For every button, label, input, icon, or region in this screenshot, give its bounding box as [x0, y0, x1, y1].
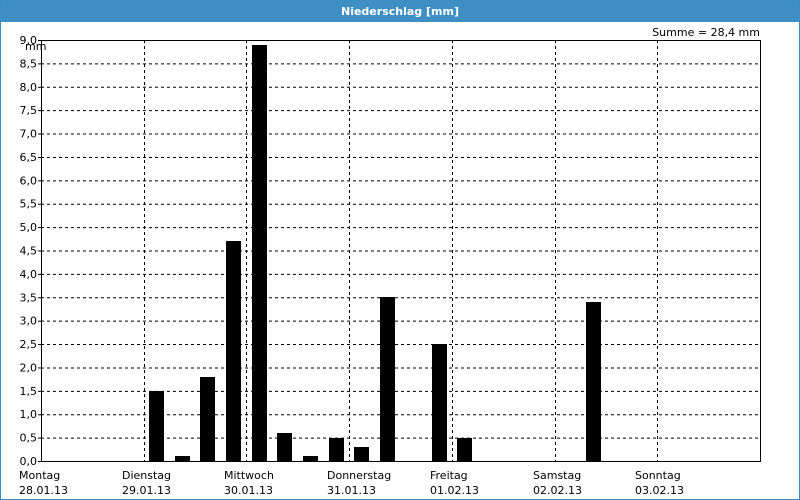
y-tick-label: 9,0	[20, 34, 38, 47]
x-day-label: Donnerstag	[327, 469, 391, 482]
bar	[380, 297, 395, 461]
y-tick-label: 6,0	[20, 174, 38, 187]
y-tick-label: 2,0	[20, 361, 38, 374]
bar	[329, 438, 344, 461]
x-date-label: 02.02.13	[533, 484, 582, 497]
bar	[175, 456, 190, 461]
y-tick-label: 7,5	[20, 104, 38, 117]
bar	[354, 447, 369, 461]
y-tick-label: 1,5	[20, 385, 38, 398]
bar	[277, 433, 292, 461]
y-tick-label: 2,5	[20, 338, 38, 351]
x-day-label: Mittwoch	[224, 469, 274, 482]
bar	[586, 302, 601, 461]
x-date-label: 29.01.13	[122, 484, 171, 497]
window-title: Niederschlag [mm]	[1, 1, 799, 22]
x-day-label: Montag	[19, 469, 60, 482]
y-tick-label: 5,5	[20, 198, 38, 211]
y-tick-label: 5,0	[20, 221, 38, 234]
bar	[303, 456, 318, 461]
y-tick-label: 1,0	[20, 408, 38, 421]
x-date-label: 01.02.13	[430, 484, 479, 497]
x-day-label: Freitag	[430, 469, 468, 482]
y-tick-label: 0,0	[20, 455, 38, 468]
y-tick-label: 4,0	[20, 268, 38, 281]
bar	[149, 391, 164, 461]
bar	[457, 438, 472, 461]
y-tick-label: 3,0	[20, 315, 38, 328]
y-tick-label: 7,0	[20, 128, 38, 141]
bar	[432, 344, 447, 461]
y-tick-label: 8,0	[20, 81, 38, 94]
y-tick-label: 6,5	[20, 151, 38, 164]
y-tick-label: 3,5	[20, 291, 38, 304]
x-day-label: Sonntag	[635, 469, 681, 482]
bar	[226, 241, 241, 461]
x-date-label: 03.02.13	[635, 484, 684, 497]
y-axis-unit-label: mm	[25, 40, 46, 53]
x-day-label: Samstag	[533, 469, 581, 482]
plot-frame	[41, 40, 761, 462]
x-date-label: 30.01.13	[224, 484, 273, 497]
x-date-label: 28.01.13	[19, 484, 68, 497]
x-date-label: 31.01.13	[327, 484, 376, 497]
x-day-label: Dienstag	[122, 469, 171, 482]
y-tick-label: 4,5	[20, 245, 38, 258]
bar	[200, 377, 215, 461]
y-tick-label: 0,5	[20, 432, 38, 445]
bar	[252, 45, 267, 461]
y-tick-label: 8,5	[20, 57, 38, 70]
sum-label: Summe = 28,4 mm	[652, 26, 760, 39]
